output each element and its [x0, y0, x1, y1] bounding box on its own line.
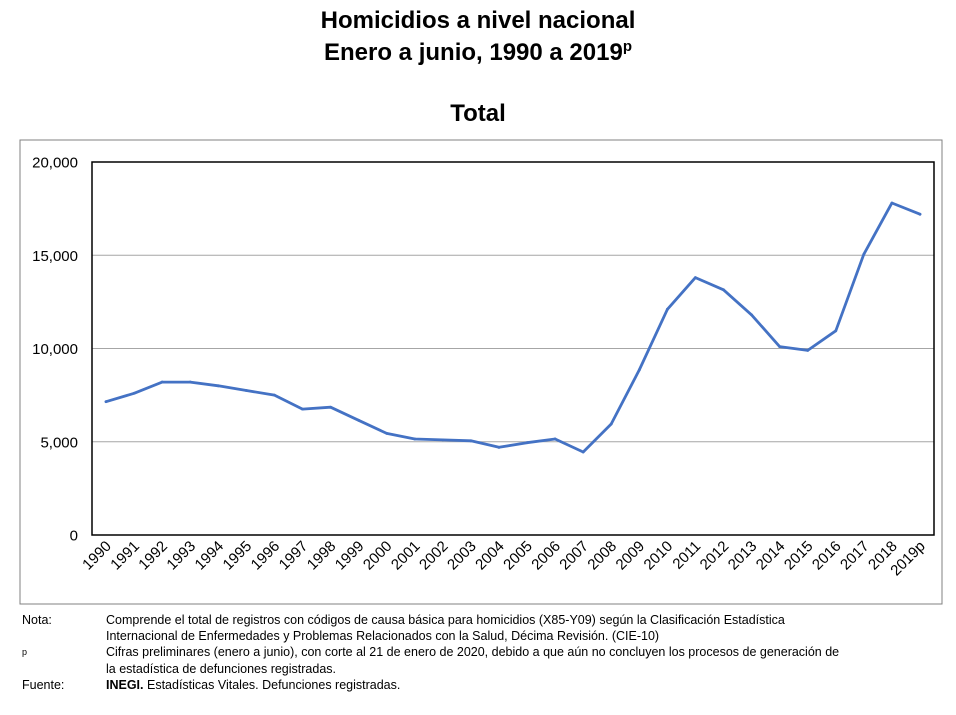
data-point: [609, 422, 613, 426]
data-point: [890, 201, 894, 205]
data-point: [581, 450, 585, 454]
data-point: [918, 212, 922, 216]
data-point: [722, 288, 725, 292]
data-point: [273, 393, 276, 397]
data-point: [301, 407, 304, 411]
data-point: [778, 345, 782, 349]
data-point: [862, 252, 866, 256]
preliminary-text: Cifras preliminares (enero a junio), con…: [106, 644, 942, 676]
note-row: Nota: Comprende el total de registros co…: [22, 612, 942, 644]
footnotes: Nota: Comprende el total de registros co…: [22, 612, 942, 693]
data-point: [469, 439, 473, 443]
data-point: [665, 307, 669, 311]
data-point: [834, 329, 838, 333]
source-row: Fuente: INEGI. Estadísticas Vitales. Def…: [22, 677, 942, 693]
preliminary-label: p: [22, 647, 28, 658]
data-point: [750, 313, 753, 317]
data-point: [385, 431, 389, 435]
plot-area-border: [91, 161, 935, 536]
y-tick-label: 10,000: [32, 341, 78, 358]
preliminary-superscript: p: [622, 38, 632, 55]
data-point: [132, 391, 136, 395]
y-tick-label: 5,000: [40, 434, 78, 451]
data-point: [329, 405, 332, 409]
note-label: Nota:: [22, 613, 52, 627]
data-point: [497, 445, 501, 449]
note-text: Comprende el total de registros con códi…: [106, 612, 942, 644]
chart-title-line1: Homicidios a nivel nacional: [320, 7, 636, 34]
data-point: [216, 384, 220, 388]
note-text-line1: Comprende el total de registros con códi…: [106, 613, 785, 627]
y-tick-label: 15,000: [32, 248, 78, 265]
data-point: [160, 380, 164, 384]
y-tick-label: 0: [70, 528, 78, 545]
data-point: [441, 438, 445, 442]
note-text-line2: Internacional de Enfermedades y Problema…: [106, 629, 660, 644]
y-axis-tick-labels: 0 5,000 10,000 15,000 20,000: [32, 155, 78, 545]
data-point: [357, 418, 361, 422]
data-point: [525, 441, 529, 445]
y-tick-label: 20,000: [32, 155, 78, 172]
preliminary-row: p Cifras preliminares (enero a junio), c…: [22, 644, 942, 676]
data-point: [553, 437, 557, 441]
data-point: [188, 380, 192, 384]
series-line-total: [104, 201, 922, 454]
source-description: Estadísticas Vitales. Defunciones regist…: [143, 677, 401, 692]
data-point: [104, 400, 108, 404]
source-label: Fuente:: [22, 677, 65, 692]
chart-subtitle: Total: [450, 100, 506, 127]
series-layer: [104, 201, 922, 454]
data-point: [694, 276, 697, 280]
data-point: [244, 389, 248, 392]
preliminary-text-line2: la estadística de defunciones registrada…: [106, 661, 336, 676]
source-org: INEGI.: [106, 677, 144, 692]
preliminary-text-line1: Cifras preliminares (enero a junio), con…: [106, 645, 840, 660]
chart-frame: [19, 139, 943, 605]
data-point: [413, 437, 417, 441]
data-point: [637, 368, 641, 372]
source-text: INEGI. Estadísticas Vitales. Defunciones…: [106, 677, 942, 693]
chart-title-line2: Enero a junio, 1990 a 2019p: [324, 38, 632, 66]
data-point: [806, 348, 810, 352]
